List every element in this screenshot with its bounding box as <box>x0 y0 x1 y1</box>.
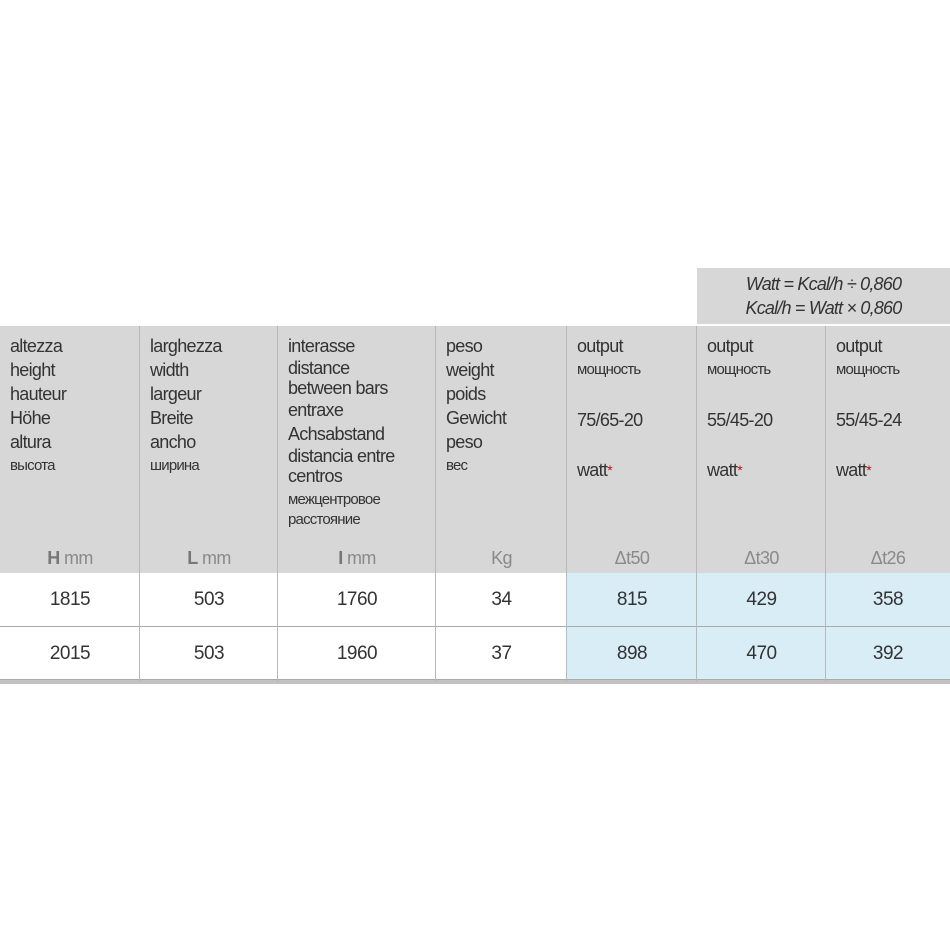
table-cell: 1815 <box>0 573 140 627</box>
label: altezza <box>10 336 63 356</box>
condition: 55/45-20 <box>707 410 773 430</box>
column-divider <box>825 326 826 682</box>
condition: 75/65-20 <box>577 410 643 430</box>
table-cell: 470 <box>697 627 826 680</box>
table-cell: 815 <box>567 573 697 627</box>
table-cell: 429 <box>697 573 826 627</box>
asterisk-icon: * <box>607 462 612 478</box>
label: output <box>836 336 883 356</box>
unit: Kg <box>491 548 512 568</box>
unit: Δt50 <box>614 548 650 568</box>
header-output-dt26: output мощность 55/45-24 watt* Δt26 <box>826 326 950 573</box>
label-ru: ширина <box>150 457 200 474</box>
label: Breite <box>150 408 194 428</box>
asterisk-icon: * <box>737 462 742 478</box>
condition: 55/45-24 <box>836 410 902 430</box>
label: between bars <box>288 378 388 398</box>
conversion-formula: Watt = Kcal/h ÷ 0,860 Kcal/h = Watt × 0,… <box>697 268 950 324</box>
formula-line-2: Kcal/h = Watt × 0,860 <box>745 298 903 318</box>
label: watt <box>836 460 867 480</box>
label: distancia entre <box>288 446 395 466</box>
label: weight <box>446 360 495 380</box>
table-cell: 1960 <box>278 627 436 680</box>
table-bottom-border <box>0 680 950 684</box>
asterisk-icon: * <box>866 462 871 478</box>
header-output-dt30: output мощность 55/45-20 watt* Δt30 <box>697 326 826 573</box>
table-cell: 37 <box>436 627 567 680</box>
label-ru: мощность <box>707 361 771 378</box>
formula-line-1: Watt = Kcal/h ÷ 0,860 <box>745 274 902 294</box>
column-divider <box>696 326 697 682</box>
label: Gewicht <box>446 408 507 428</box>
table-cell: 503 <box>140 627 278 680</box>
label: watt <box>577 460 608 480</box>
header-distance: interasse distance between bars entraxe … <box>278 326 436 573</box>
label: altura <box>10 432 52 452</box>
label: larghezza <box>150 336 222 356</box>
label: ancho <box>150 432 196 452</box>
table-cell: 1760 <box>278 573 436 627</box>
header-width: larghezza width largeur Breite ancho шир… <box>140 326 278 573</box>
label-ru: мощность <box>577 361 641 378</box>
column-divider <box>566 326 567 682</box>
label: output <box>707 336 754 356</box>
label-ru: расстояние <box>288 511 361 528</box>
column-divider <box>435 326 436 682</box>
label-ru: мощность <box>836 361 900 378</box>
table-cell: 34 <box>436 573 567 627</box>
unit: Δt30 <box>744 548 779 568</box>
label: Achsabstand <box>288 424 385 444</box>
label: interasse <box>288 336 355 356</box>
table-cell: 2015 <box>0 627 140 680</box>
table-cell: 503 <box>140 573 278 627</box>
label: watt <box>707 460 738 480</box>
unit: H mm <box>47 548 93 568</box>
table-cell: 898 <box>567 627 697 680</box>
label: height <box>10 360 56 380</box>
label: poids <box>446 384 486 404</box>
label: largeur <box>150 384 202 404</box>
header-height: altezza height hauteur Höhe altura высот… <box>0 326 140 573</box>
label: output <box>577 336 624 356</box>
label-ru: межцентровое <box>288 491 381 508</box>
label: centros <box>288 466 343 486</box>
header-weight: peso weight poids Gewicht peso вес Kg <box>436 326 567 573</box>
label: peso <box>446 336 483 356</box>
label: distance <box>288 358 350 378</box>
label: peso <box>446 432 483 452</box>
table-cell: 392 <box>826 627 950 680</box>
label: Höhe <box>10 408 51 428</box>
label: hauteur <box>10 384 67 404</box>
column-divider <box>139 326 140 682</box>
unit: I mm <box>338 548 376 568</box>
header-output-dt50: output мощность 75/65-20 watt* Δt50 <box>567 326 697 573</box>
label: width <box>150 360 189 380</box>
unit: Δt26 <box>870 548 906 568</box>
label: entraxe <box>288 400 344 420</box>
label-ru: вес <box>446 457 468 474</box>
unit: L mm <box>187 548 231 568</box>
column-divider <box>277 326 278 682</box>
table-cell: 358 <box>826 573 950 627</box>
label-ru: высота <box>10 457 55 474</box>
